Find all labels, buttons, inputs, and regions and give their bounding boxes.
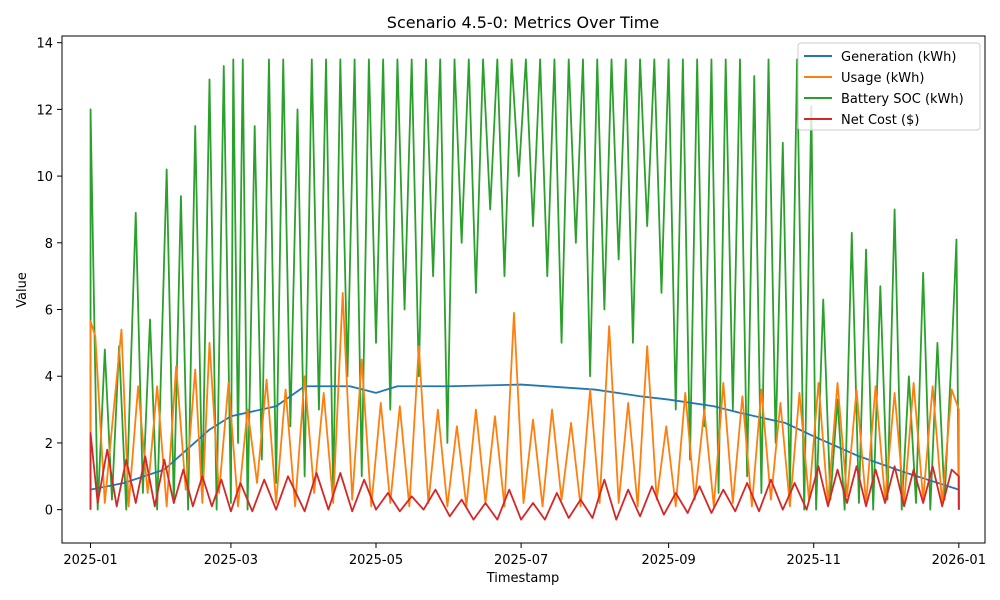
y-tick-label: 4 <box>45 370 53 385</box>
y-tick-label: 14 <box>36 37 53 52</box>
legend-label-generation-kwh: Generation (kWh) <box>841 50 956 65</box>
series-line-usage-kwh <box>89 291 960 510</box>
series-line-net-cost <box>89 432 960 521</box>
x-axis-title: Timestamp <box>486 571 560 586</box>
x-tick-label: 2025-09 <box>641 553 695 568</box>
plot-area <box>89 58 960 521</box>
legend-label-battery-soc-kwh: Battery SOC (kWh) <box>841 92 964 107</box>
series-line-battery-soc-kwh <box>89 58 960 511</box>
legend: Generation (kWh) Usage (kWh) Battery SOC (… <box>797 42 981 131</box>
x-tick-label: 2025-07 <box>494 553 548 568</box>
x-tick-label: 2025-05 <box>349 553 403 568</box>
y-tick-label: 0 <box>45 504 53 519</box>
legend-label-net-cost: Net Cost ($) <box>841 113 919 128</box>
y-tick-label: 6 <box>45 304 53 319</box>
x-tick-label: 2025-01 <box>63 553 117 568</box>
plot-frame <box>61 35 986 544</box>
y-axis: 0 2 4 6 8 10 12 14 <box>36 37 62 519</box>
y-tick-label: 10 <box>36 170 53 185</box>
y-tick-label: 8 <box>45 237 53 252</box>
legend-box <box>797 42 981 131</box>
chart-title: Scenario 4.5-0: Metrics Over Time <box>387 13 659 32</box>
x-tick-label: 2025-11 <box>787 553 841 568</box>
y-axis-title: Value <box>15 272 30 308</box>
x-axis: 2025-01 2025-03 2025-05 2025-07 2025-09 2025-… <box>63 543 986 568</box>
y-tick-label: 12 <box>36 103 53 118</box>
y-tick-label: 2 <box>45 437 53 452</box>
legend-label-usage-kwh: Usage (kWh) <box>841 71 924 86</box>
series-line-generation-kwh <box>89 383 960 510</box>
x-tick-label: 2025-03 <box>204 553 258 568</box>
x-tick-label: 2026-01 <box>932 553 986 568</box>
